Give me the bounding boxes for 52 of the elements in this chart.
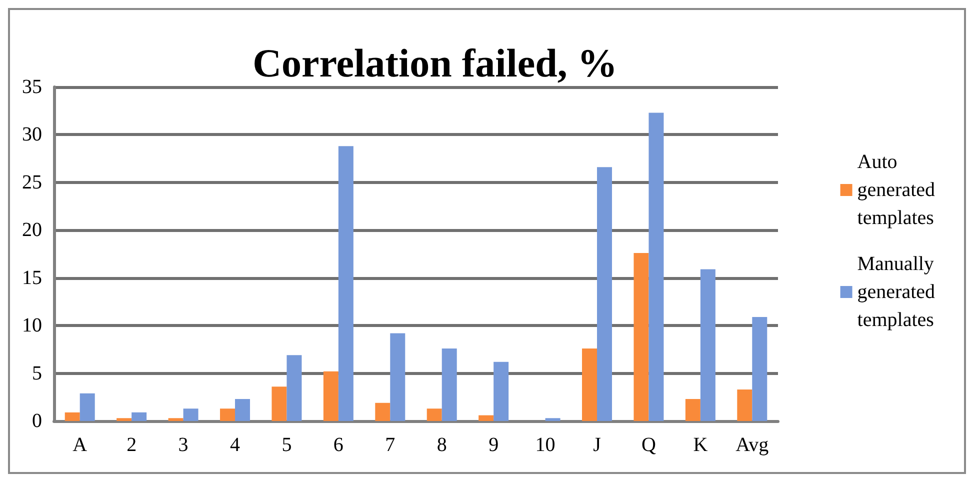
y-tick-label: 10 (22, 314, 42, 337)
y-tick-label: 30 (22, 124, 42, 146)
x-tick-label: 4 (230, 434, 240, 456)
x-tick-label: J (593, 434, 602, 456)
bar (700, 269, 716, 421)
bar (235, 399, 250, 421)
bar (648, 112, 664, 421)
bar (634, 253, 649, 421)
x-tick-label: 5 (282, 434, 292, 456)
x-tick-label: 10 (535, 434, 556, 456)
y-tick-label: 15 (22, 266, 42, 289)
bar (545, 418, 560, 421)
bar (64, 412, 80, 421)
x-tick-label: K (693, 434, 708, 456)
x-tick-label: 3 (178, 434, 188, 456)
y-tick-label: 35 (22, 76, 42, 98)
bar (323, 371, 338, 421)
y-tick-label: 25 (22, 171, 42, 194)
bar (183, 408, 198, 421)
legend-label: Manually generated templates (857, 253, 936, 331)
bar (338, 146, 354, 421)
x-tick-label: 8 (436, 434, 447, 456)
bar (494, 362, 509, 421)
x-tick-label: Avg (736, 434, 769, 456)
bar (582, 348, 597, 421)
bar (375, 402, 390, 421)
bar (685, 399, 700, 421)
y-tick-label: 0 (32, 410, 42, 432)
chart-title: Correlation failed, % (252, 40, 618, 86)
x-tick-label: Q (641, 434, 656, 456)
bar (737, 390, 752, 421)
bar (132, 412, 147, 421)
bar (168, 418, 184, 421)
y-tick-label: 20 (22, 219, 42, 242)
bar (116, 418, 132, 421)
x-tick-label: 7 (385, 434, 396, 456)
bar (752, 316, 768, 421)
bar (286, 355, 302, 421)
bar (478, 415, 494, 421)
bar (220, 408, 235, 421)
bar (597, 167, 612, 421)
x-tick-label: 2 (126, 434, 137, 456)
bar (80, 393, 95, 421)
x-tick-label: A (72, 434, 88, 456)
bar (390, 333, 406, 421)
x-tick-label: 9 (488, 434, 499, 456)
bar (442, 348, 457, 421)
x-tick-label: 6 (333, 434, 344, 456)
legend-label: Auto generated templates (857, 151, 936, 229)
bar (426, 408, 442, 421)
y-tick-label: 5 (32, 362, 42, 384)
bar (272, 386, 287, 421)
